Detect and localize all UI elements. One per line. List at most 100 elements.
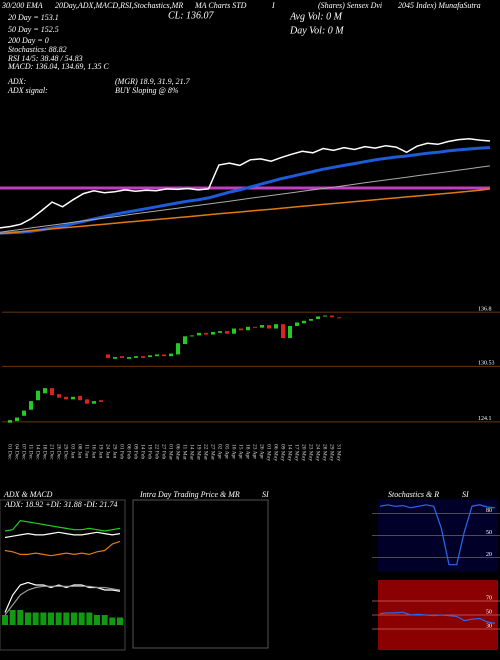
candle-body xyxy=(106,354,110,358)
histogram-bar xyxy=(109,617,116,625)
candle-body xyxy=(281,324,285,339)
panel-title: Stochastics & R xyxy=(388,490,439,499)
x-tick-label: 14 Feb xyxy=(140,444,146,459)
histogram-bar xyxy=(32,612,39,625)
candle-body xyxy=(176,343,180,355)
y-tick-label: 124.1 xyxy=(478,416,492,422)
adx-signal-label: ADX signal: xyxy=(7,86,48,95)
series-line xyxy=(4,519,121,532)
y-tick-label: 20 xyxy=(486,552,492,558)
adx-box xyxy=(0,499,126,651)
series-line xyxy=(379,504,496,566)
series-line xyxy=(0,165,491,233)
x-tick-label: 06 May xyxy=(273,444,279,461)
x-tick-label: 23 May xyxy=(308,444,314,461)
header-label: SI,Stochastics,MR xyxy=(125,1,183,10)
layers: 136.8 130.53 124.1 01 Dec 04 Dec 07 Dec 11 Dec… xyxy=(0,137,500,650)
close-price: CL: 136.07 xyxy=(168,10,215,21)
panel-title: SI xyxy=(262,490,269,499)
day-vol: Day Vol: 0 M xyxy=(289,25,344,36)
header-label: 2045 Index) MunafaSutra xyxy=(398,1,481,10)
candle-body xyxy=(302,320,306,324)
candle-body xyxy=(232,328,236,334)
candle-body xyxy=(120,356,124,358)
candle-body xyxy=(330,315,334,318)
x-tick-label: 06 Feb xyxy=(126,444,132,459)
adx-label: ADX: xyxy=(7,77,27,86)
stat: 20 Day = 153.1 xyxy=(8,13,59,22)
x-tick-label: 14 May xyxy=(287,444,293,461)
intraday-box xyxy=(132,499,269,649)
x-tick-label: 09 May xyxy=(280,444,286,461)
x-tick-label: 18 Apr xyxy=(245,444,251,459)
x-tick-label: 29 Dec xyxy=(63,444,69,460)
candle-body xyxy=(337,317,341,319)
x-tick-label: 11 Jan xyxy=(84,444,90,458)
candle-body xyxy=(22,410,26,416)
candle-body xyxy=(78,395,82,401)
x-tick-label: 29 Jan xyxy=(112,444,118,458)
histogram-bar xyxy=(25,612,31,625)
candle-body xyxy=(57,394,61,398)
x-tick-label: 29 May xyxy=(329,444,335,461)
adx-signal: BUY Sloping @ 8% xyxy=(115,86,179,95)
x-tick-label: 14 Dec xyxy=(35,444,41,460)
y-tick-label: 130.53 xyxy=(478,361,495,367)
candle-body xyxy=(211,331,215,335)
candle-body xyxy=(267,325,271,329)
x-tick-label: 19 Jan xyxy=(98,444,104,458)
x-tick-label: 19 Feb xyxy=(147,444,153,459)
candle-body xyxy=(141,356,145,358)
x-tick-label: 16 Jan xyxy=(91,444,97,458)
x-tick-label: 11 Mar xyxy=(182,444,188,460)
x-tick-label: 01 Feb xyxy=(119,444,125,459)
candle-body xyxy=(134,356,138,358)
candle-body xyxy=(204,332,208,335)
stat: RSI 14/5: 38.48 / 54.83 xyxy=(7,54,83,63)
x-tick-label: 06 Mar xyxy=(175,444,181,460)
x-tick-label: 17 May xyxy=(294,444,300,461)
panel-title: Intra Day Trading Price & MR xyxy=(139,490,240,499)
candle-body xyxy=(239,328,243,331)
candle-body xyxy=(29,401,33,410)
x-tick-label: 18 Dec xyxy=(42,444,48,460)
candle-body xyxy=(92,401,96,404)
x-tick-label: 11 Dec xyxy=(28,444,34,460)
candle-body xyxy=(197,332,201,336)
candle-body xyxy=(71,396,75,400)
x-tick-label: 14 Mar xyxy=(189,444,195,460)
x-tick-label: 21 Dec xyxy=(49,444,55,460)
x-tick-label: 01 May xyxy=(266,444,272,461)
header-label: (Shares) Sensex Dvi xyxy=(318,1,382,10)
header-label: 30/200 EMA xyxy=(1,1,43,10)
stat: MACD: 136.04, 134.69, 1.35 C xyxy=(7,62,109,71)
y-tick-label: 70 xyxy=(486,595,492,601)
x-tick-label: 09 Feb xyxy=(133,444,139,459)
series-line xyxy=(379,611,496,624)
series-line xyxy=(4,531,121,539)
candle-body xyxy=(183,336,187,345)
header-label: 20Day,ADX,MACD,R xyxy=(55,1,125,10)
histogram-bar xyxy=(40,612,47,625)
histogram-bar xyxy=(78,612,85,625)
candle-body xyxy=(309,319,313,321)
x-tick-label: 03 Jan xyxy=(70,444,76,458)
x-tick-label: 23 Apr xyxy=(252,444,258,459)
stat: 50 Day = 152.5 xyxy=(8,25,59,34)
x-tick-label: 31 May xyxy=(336,444,342,461)
x-tick-label: 22 Mar xyxy=(203,444,209,460)
series-line xyxy=(4,540,121,557)
series-line xyxy=(0,137,491,229)
panel-subtitle: ADX: 18.92 +DI: 31.88 -DI: 21.74 xyxy=(4,500,118,509)
x-tick-label: 26 Dec xyxy=(56,444,62,460)
candle-body xyxy=(316,316,320,320)
candle-body xyxy=(50,388,54,396)
x-tick-label: 15 Apr xyxy=(238,444,244,459)
series-line xyxy=(4,585,121,616)
candle-body xyxy=(43,388,47,394)
candle-body xyxy=(225,331,229,334)
candle-body xyxy=(218,331,222,333)
candle-body xyxy=(36,390,40,401)
candle-body xyxy=(64,396,68,400)
